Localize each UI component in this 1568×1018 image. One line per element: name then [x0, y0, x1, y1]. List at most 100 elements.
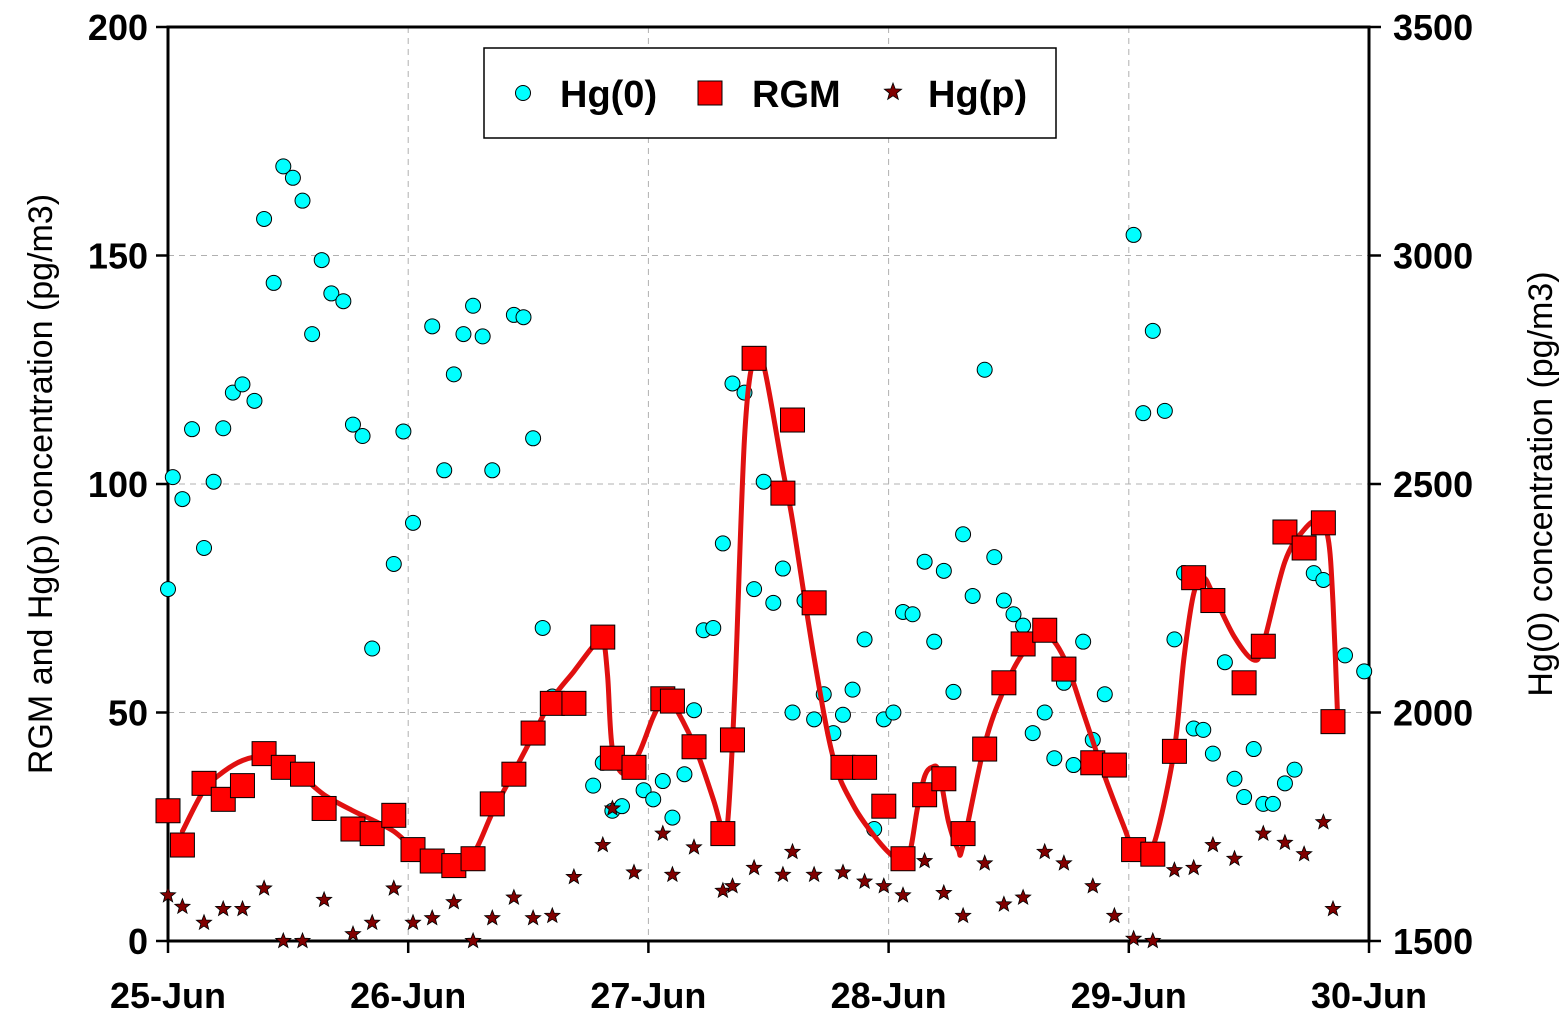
hgp-point — [594, 835, 612, 853]
hgp-point — [1014, 888, 1032, 906]
hg0-point — [184, 421, 201, 438]
hgp-point — [745, 858, 763, 876]
x-axis: 25-Jun 26-Jun 27-Jun 28-Jun 29-Jun 30-Jun — [110, 941, 1427, 1016]
y-tick-label-left: 50 — [108, 693, 148, 734]
rgm-point — [770, 480, 796, 506]
hg0-point — [1226, 770, 1243, 787]
hg0-point — [904, 606, 921, 623]
hg0-point — [234, 376, 251, 393]
hg0-point — [354, 428, 371, 445]
rgm-point — [460, 846, 486, 872]
hg0-point — [174, 491, 191, 508]
hg0-point — [304, 326, 321, 343]
hg0-point — [313, 252, 330, 269]
y-axis-right: 1500 2000 2500 3000 3500 — [1369, 7, 1473, 962]
legend-label-rgm: RGM — [752, 74, 841, 116]
hgp-point — [625, 863, 643, 880]
x-tick-label: 26-Jun — [350, 975, 466, 1016]
hgp-point — [1295, 845, 1313, 862]
hgp-point — [834, 863, 852, 880]
rgm-point — [991, 670, 1017, 696]
hg0-point — [784, 704, 801, 721]
hgp-point — [1225, 849, 1244, 867]
hg0-point — [834, 706, 851, 723]
rgm-point — [741, 345, 767, 371]
hg0-point — [1166, 631, 1183, 648]
hg0-point — [1135, 405, 1152, 422]
hg0-point — [806, 711, 823, 728]
hg0-point — [405, 514, 422, 531]
y-axis-right-title: Hg(0) concentration (pg/m3) — [1522, 271, 1560, 696]
hg0-point — [955, 526, 972, 543]
hgp-point — [195, 913, 213, 931]
hg0-point — [676, 766, 693, 783]
rgm-point — [1161, 738, 1187, 764]
hgp-point — [935, 883, 953, 901]
y-tick-label-right: 2500 — [1393, 464, 1473, 505]
rgm-point — [1051, 656, 1077, 682]
x-tick-label: 27-Jun — [590, 975, 706, 1016]
hgp-point — [1084, 877, 1102, 894]
hg0-point — [1005, 606, 1022, 623]
hgp-point — [915, 851, 934, 869]
legend-label-hg0: Hg(0) — [560, 74, 657, 116]
hgp-point — [1276, 833, 1294, 851]
rgm-point — [169, 832, 195, 858]
hg0-point — [585, 777, 602, 794]
rgm-point — [501, 761, 527, 787]
rgm-point — [890, 846, 916, 872]
y-tick-label-left: 150 — [88, 236, 148, 277]
hgp-point — [1184, 858, 1203, 876]
hgp-point — [233, 899, 252, 917]
hg0-point — [196, 539, 213, 556]
rgm-point — [719, 727, 745, 753]
x-tick-label: 25-Jun — [110, 975, 226, 1016]
hg0-point — [265, 274, 282, 291]
rgm-point — [972, 736, 998, 762]
hgp-point — [1254, 824, 1272, 842]
hg0-point — [335, 293, 352, 310]
hgp-point — [344, 924, 362, 942]
hg0-point — [1036, 704, 1053, 721]
y-tick-label-left: 200 — [88, 7, 148, 48]
hgp-point — [524, 908, 542, 926]
rgm-point — [1140, 841, 1166, 867]
hg0-point — [1245, 741, 1262, 758]
rgm-point — [599, 745, 625, 771]
hgp-point — [855, 872, 874, 890]
rgm-point — [950, 821, 976, 847]
rgm-point — [780, 407, 806, 433]
hgp-point — [1144, 931, 1162, 949]
hg0-point — [364, 640, 381, 657]
x-tick-label: 30-Jun — [1311, 975, 1427, 1016]
rgm-point — [561, 690, 587, 716]
y-tick-label-right: 3500 — [1393, 7, 1473, 48]
hg0-point — [323, 285, 340, 302]
hgp-point — [404, 913, 422, 931]
hg0-point — [935, 562, 952, 579]
hg0-point — [484, 462, 501, 479]
rgm-point — [1310, 510, 1336, 536]
rgm-point — [1250, 633, 1276, 659]
hg0-point — [275, 158, 292, 175]
hg0-point — [246, 392, 263, 409]
hg0-point — [945, 683, 962, 700]
rgm-point — [1010, 631, 1036, 657]
rgm-point — [1101, 752, 1127, 778]
hg0-point — [1065, 757, 1082, 774]
hg0-point — [976, 361, 993, 378]
legend-marker-hg0 — [515, 85, 531, 101]
hg0-point — [1075, 633, 1092, 650]
hg0-point — [1144, 322, 1161, 339]
hg0-point — [755, 473, 772, 490]
hgp-point — [1105, 906, 1124, 924]
rgm-point — [229, 773, 255, 799]
hg0-point — [664, 809, 681, 826]
hg0-point — [686, 702, 703, 719]
rgm-point — [419, 848, 445, 874]
hg0-point — [1236, 789, 1253, 806]
hgp-point — [995, 895, 1013, 912]
hgp-point — [274, 931, 292, 949]
hg0-point — [1315, 571, 1332, 588]
hgp-point — [363, 913, 381, 931]
